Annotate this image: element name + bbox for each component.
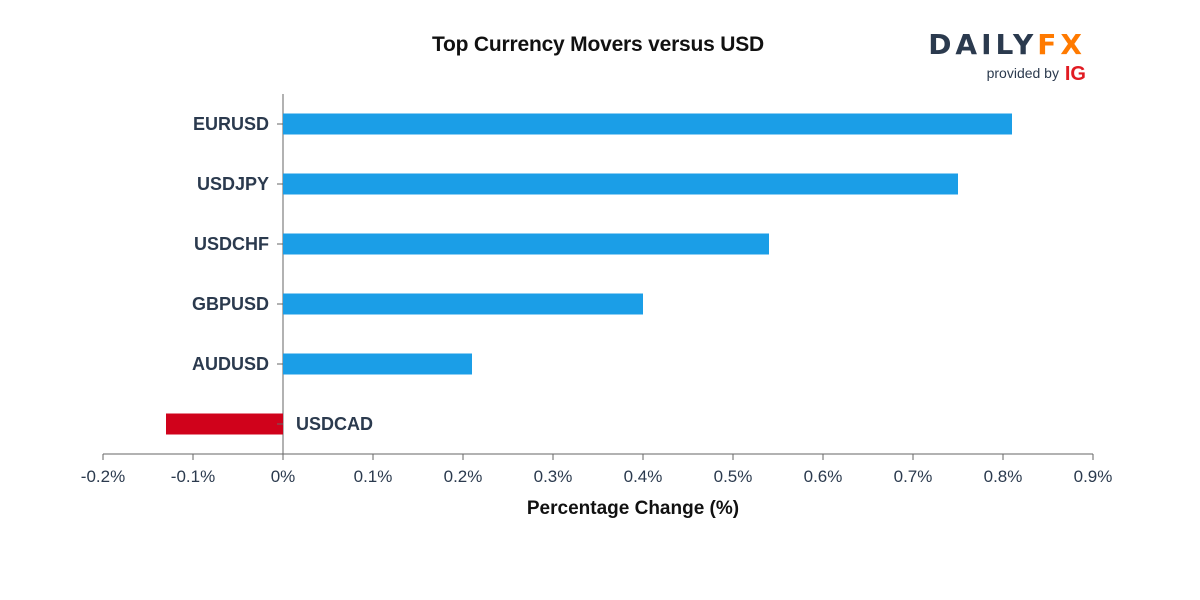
- category-label-eurusd: EURUSD: [193, 114, 269, 134]
- x-tick-label: -0.1%: [171, 467, 215, 486]
- brand-wordmark: DAILYFX: [928, 28, 1086, 62]
- category-label-audusd: AUDUSD: [192, 354, 269, 374]
- x-axis-title: Percentage Change (%): [527, 498, 739, 519]
- x-tick-label: 0.7%: [894, 467, 933, 486]
- x-tick-label: 0.3%: [534, 467, 573, 486]
- x-tick-label: 0%: [271, 467, 296, 486]
- x-tick-label: 0.2%: [444, 467, 483, 486]
- bar-eurusd: [283, 113, 1012, 135]
- bar-usdjpy: [283, 173, 958, 195]
- dailyfx-logo: DAILYFX provided by IG: [910, 28, 1086, 84]
- bar-usdchf: [283, 233, 769, 255]
- category-label-usdchf: USDCHF: [194, 234, 269, 254]
- x-tick-label: 0.6%: [804, 467, 843, 486]
- bar-usdcad: [166, 413, 283, 435]
- x-tick-label: 0.8%: [984, 467, 1023, 486]
- x-tick-label: -0.2%: [81, 467, 125, 486]
- category-label-usdjpy: USDJPY: [197, 174, 269, 194]
- category-label-gbpusd: GBPUSD: [192, 294, 269, 314]
- brand-name-daily: DAILY: [928, 28, 1038, 61]
- brand-name-fx: FX: [1037, 28, 1086, 61]
- x-tick-label: 0.5%: [714, 467, 753, 486]
- brand-provided-by: provided by IG: [986, 63, 1086, 85]
- provided-by-text: provided by: [986, 65, 1059, 81]
- x-tick-label: 0.1%: [354, 467, 393, 486]
- bar-audusd: [283, 353, 472, 375]
- bar-gbpusd: [283, 293, 643, 315]
- x-tick-label: 0.4%: [624, 467, 663, 486]
- chart-title: Top Currency Movers versus USD: [431, 33, 765, 56]
- x-tick-label: 0.9%: [1074, 467, 1113, 486]
- ig-logo: IG: [1064, 63, 1086, 85]
- category-label-usdcad: USDCAD: [296, 414, 373, 434]
